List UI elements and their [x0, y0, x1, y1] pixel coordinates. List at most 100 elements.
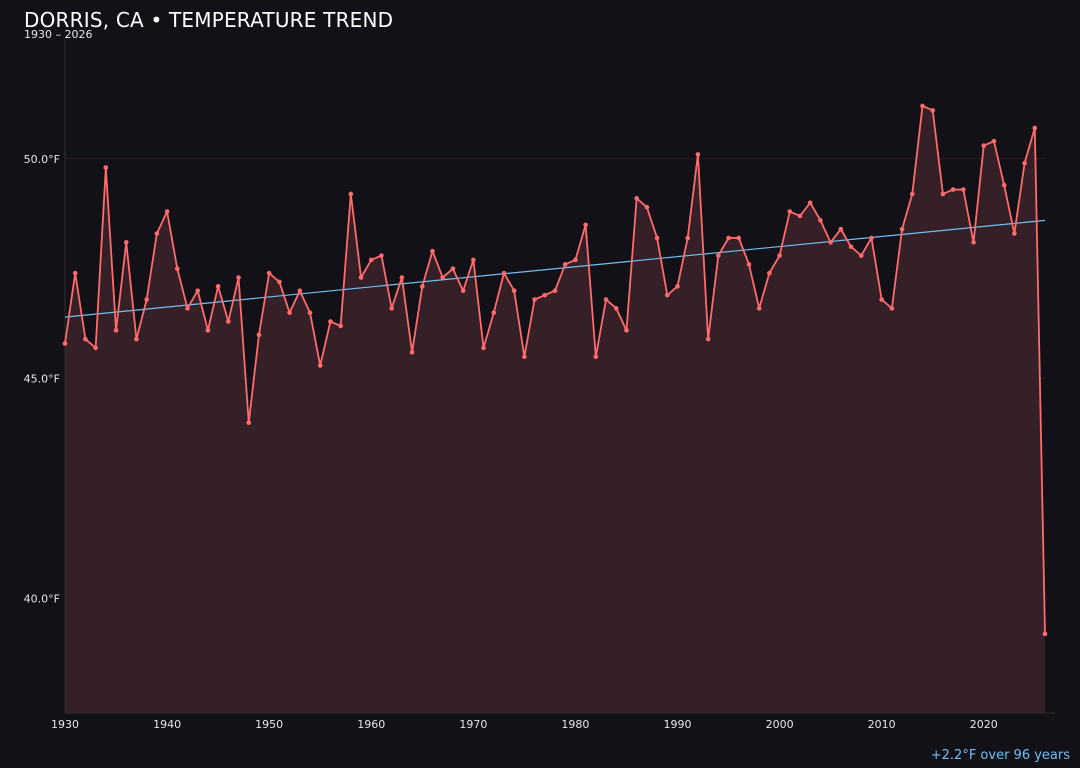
data-point — [62, 341, 68, 346]
data-point — [522, 354, 527, 360]
data-point — [705, 336, 711, 342]
chart-title: DORRIS, CA • TEMPERATURE TREND — [24, 8, 394, 32]
x-tick-label: 1970 — [459, 718, 487, 731]
data-point — [419, 284, 425, 289]
data-point — [675, 284, 680, 289]
data-point — [858, 253, 864, 258]
data-point — [807, 200, 813, 206]
x-tick-label: 2020 — [970, 718, 998, 731]
data-point — [869, 235, 874, 241]
data-point — [552, 288, 558, 294]
data-point — [603, 297, 609, 302]
data-point — [174, 266, 180, 272]
data-point — [695, 152, 701, 157]
data-point — [920, 103, 925, 109]
data-point — [93, 345, 98, 351]
y-tick-label: 40.0°F — [24, 593, 60, 606]
data-point — [481, 345, 486, 351]
data-point — [72, 270, 78, 276]
data-point — [756, 306, 762, 311]
data-point — [185, 306, 190, 311]
data-point — [307, 310, 313, 316]
data-point — [746, 262, 752, 267]
data-point — [909, 191, 915, 197]
data-point — [246, 420, 252, 425]
data-point — [787, 209, 793, 214]
data-point — [634, 196, 639, 201]
chart-subtitle: 1930 – 2026 — [24, 28, 93, 41]
data-point — [399, 275, 405, 280]
x-tick-label: 2010 — [868, 718, 896, 731]
data-point — [1042, 631, 1048, 637]
data-point — [991, 138, 997, 144]
x-tick-label: 1990 — [664, 718, 692, 731]
data-point — [899, 226, 905, 232]
trend-summary: +2.2°F over 96 years — [930, 748, 1070, 763]
data-point — [266, 270, 272, 276]
data-point — [583, 222, 588, 228]
data-point — [256, 332, 262, 338]
data-point — [328, 319, 333, 324]
x-tick-label: 1950 — [255, 718, 283, 731]
data-point — [317, 363, 323, 368]
data-point — [430, 248, 435, 254]
data-point — [368, 257, 374, 263]
data-point — [950, 187, 956, 192]
data-point — [848, 244, 854, 250]
data-point — [593, 354, 599, 360]
data-point — [981, 143, 987, 148]
data-point — [511, 288, 517, 294]
data-point — [123, 240, 129, 245]
data-point — [134, 336, 139, 342]
data-point — [716, 253, 721, 258]
data-point — [624, 328, 629, 333]
data-point — [195, 288, 201, 294]
data-point — [113, 328, 119, 333]
data-point — [1022, 160, 1027, 166]
data-point — [889, 306, 895, 311]
data-point — [1001, 182, 1007, 188]
y-tick-label: 50.0°F — [24, 153, 60, 166]
data-point — [797, 213, 803, 219]
series-area-fill — [65, 105, 1045, 713]
data-point — [83, 336, 88, 342]
data-point — [379, 253, 384, 258]
data-point — [940, 191, 946, 197]
trend-line — [64, 219, 1046, 318]
data-point — [879, 297, 884, 302]
data-point — [573, 257, 578, 263]
data-point — [501, 270, 507, 276]
data-point — [664, 292, 670, 298]
data-point — [154, 231, 160, 236]
data-point — [971, 240, 976, 245]
data-point — [726, 235, 731, 241]
x-tick-label: 2000 — [766, 718, 794, 731]
data-point — [818, 218, 823, 223]
data-point — [828, 240, 833, 245]
data-point — [348, 191, 354, 197]
data-point — [491, 310, 497, 316]
data-point — [542, 292, 548, 298]
data-point — [144, 297, 149, 302]
data-point — [215, 284, 221, 289]
data-point — [1032, 125, 1038, 131]
data-point — [736, 235, 742, 241]
data-point — [164, 209, 170, 214]
x-tick-label: 1980 — [561, 718, 589, 731]
data-point — [389, 306, 394, 311]
data-point — [460, 288, 466, 294]
data-point — [409, 350, 415, 355]
data-point — [277, 279, 282, 285]
data-point — [532, 297, 537, 302]
x-tick-label: 1940 — [153, 718, 181, 731]
data-point — [1012, 231, 1017, 236]
data-point — [654, 235, 660, 241]
data-point — [358, 275, 364, 280]
data-point — [440, 275, 446, 280]
data-point — [450, 266, 456, 272]
x-tick-label: 1960 — [357, 718, 385, 731]
data-point — [961, 187, 966, 192]
data-point — [644, 204, 650, 210]
x-tick-label: 1930 — [51, 718, 79, 731]
data-point — [930, 108, 936, 113]
